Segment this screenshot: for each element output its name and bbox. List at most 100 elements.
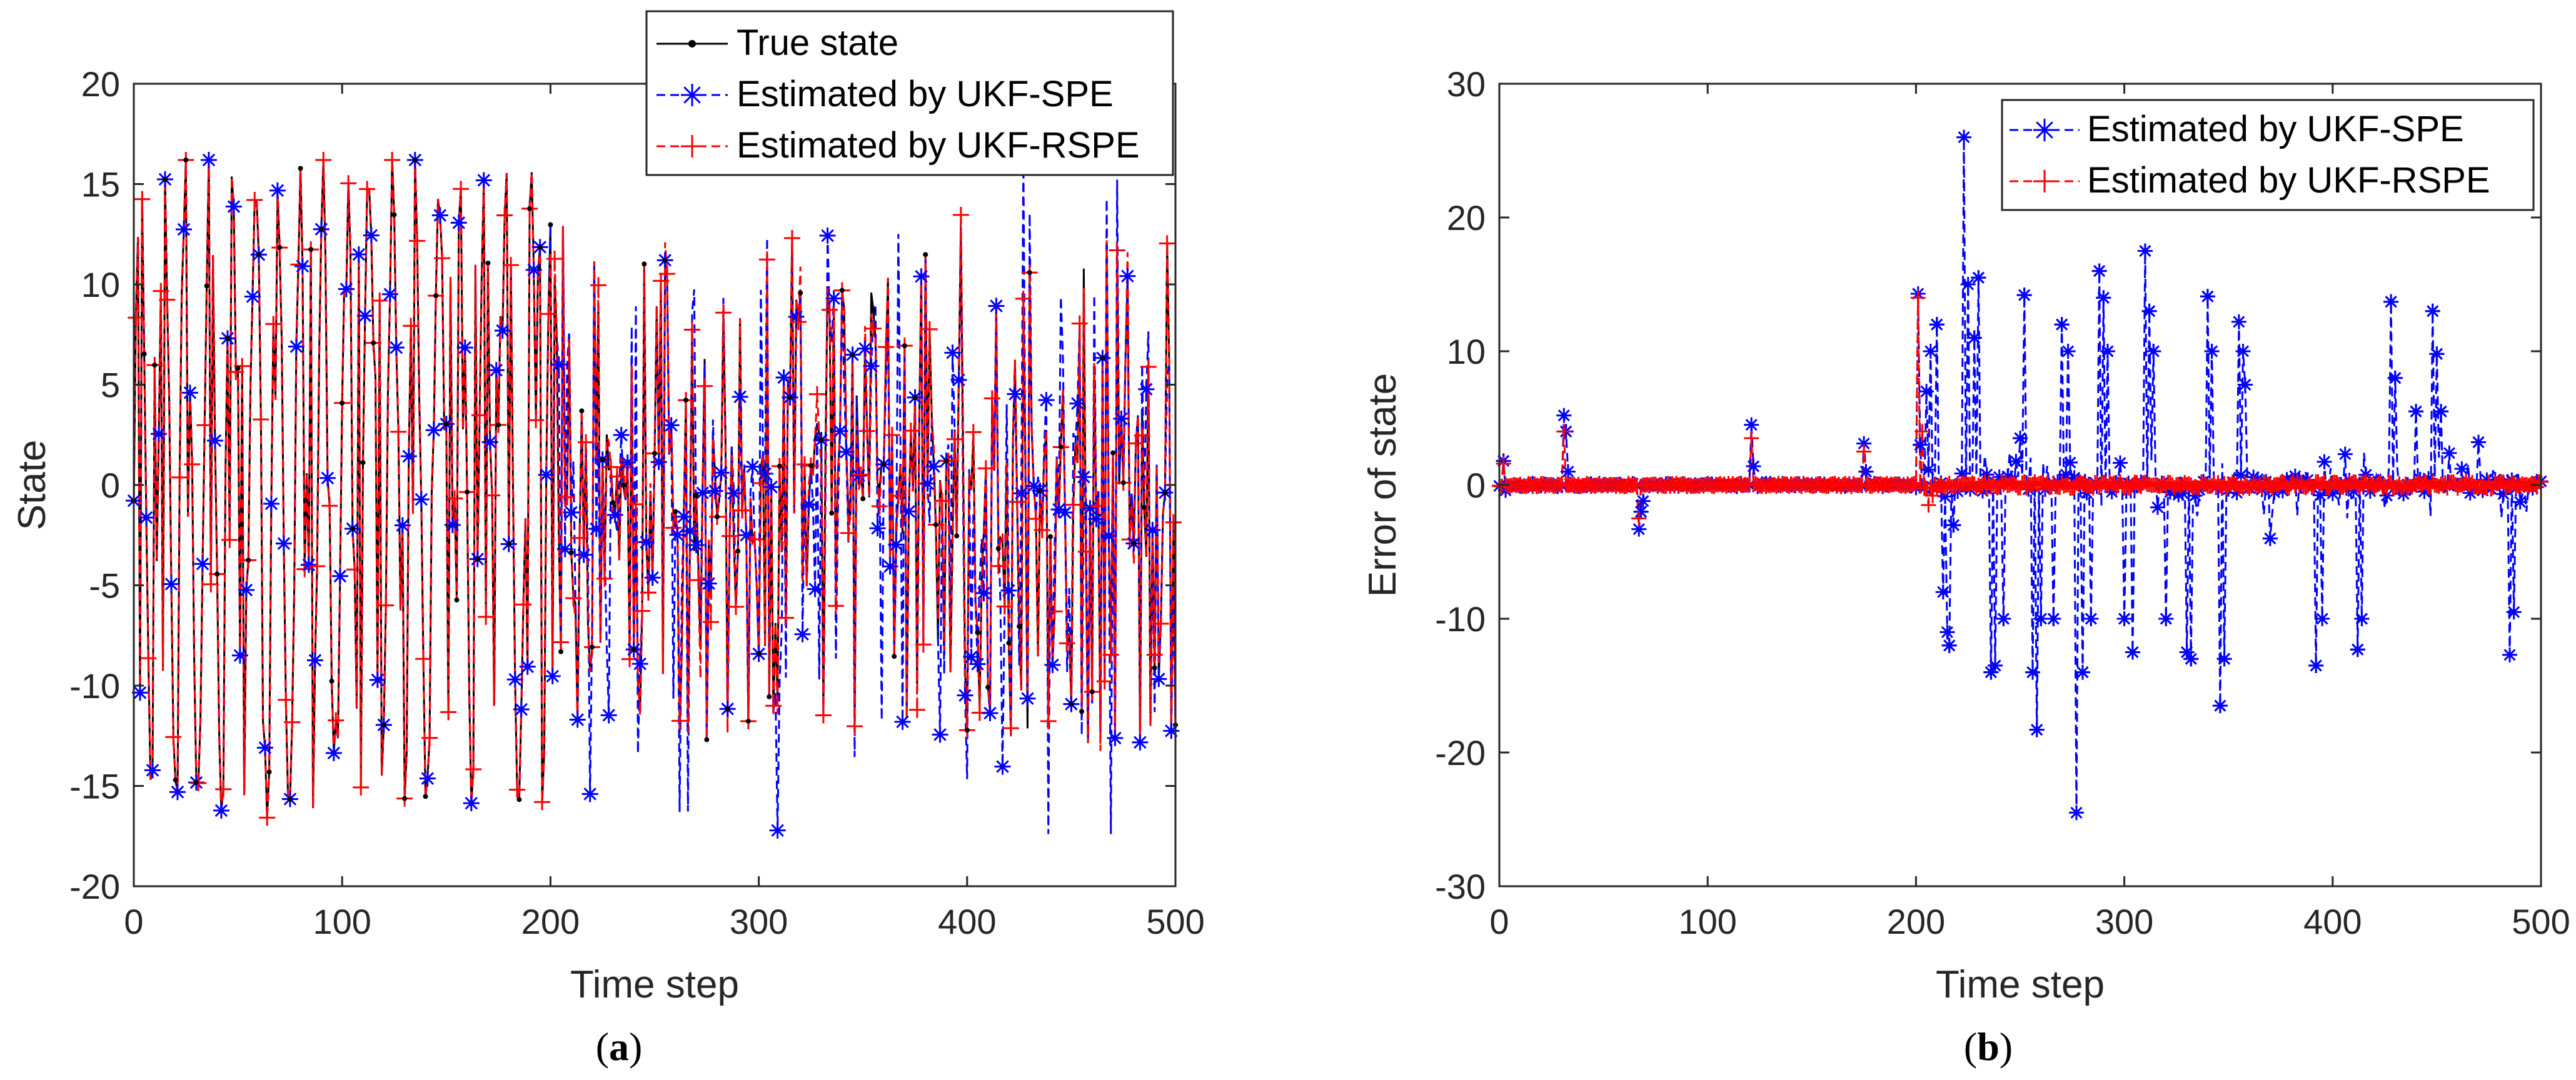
spe-marker-a-stroke: [758, 467, 772, 481]
spe-marker-a-stroke: [696, 486, 709, 499]
rspe-marker-a: [758, 251, 775, 268]
spe-marker-a: [350, 246, 367, 263]
spe-marker-b: [2158, 611, 2174, 626]
spe-marker-b: [2383, 294, 2399, 309]
spe-marker-b-stroke: [2185, 652, 2197, 665]
spe-marker-b-stroke: [2026, 666, 2039, 679]
spe-marker-a-stroke: [646, 571, 659, 584]
true-marker: [693, 492, 699, 498]
spe-marker-b-stroke: [2070, 806, 2083, 819]
spe-marker-a: [256, 739, 273, 756]
true-marker: [912, 394, 918, 400]
spe-marker-a-stroke: [396, 519, 410, 532]
rspe-marker-a: [1034, 522, 1050, 539]
spe-marker-a: [356, 308, 373, 324]
spe-marker-b-stroke: [1931, 318, 1943, 331]
spe-marker-a-stroke: [321, 471, 335, 485]
spe-marker-b-stroke: [2264, 532, 2277, 545]
spe-marker-a: [431, 207, 448, 224]
spe-marker-a: [1113, 410, 1130, 427]
rspe-marker-a: [683, 321, 700, 338]
spe-marker-a: [794, 626, 811, 642]
spe-marker-a-stroke: [214, 804, 228, 818]
rspe-marker-a: [559, 489, 576, 506]
legend-marker-spe-b: [2033, 119, 2056, 141]
spe-marker-a-stroke: [702, 577, 715, 590]
spe-marker-a: [200, 151, 217, 168]
spe-marker-a-stroke: [1140, 382, 1153, 396]
spe-marker-b-stroke: [1859, 466, 1872, 478]
spe-marker-a: [1038, 392, 1055, 409]
spe-marker-b-stroke: [2160, 612, 2172, 625]
spe-marker-a: [1132, 734, 1149, 751]
true-marker: [423, 794, 428, 799]
true-marker: [787, 394, 793, 400]
rspe-marker-a: [871, 498, 888, 515]
spe-marker-b: [2350, 642, 2365, 658]
rspe-marker-a: [665, 519, 682, 536]
spe-marker-a: [513, 701, 530, 718]
true-marker: [204, 283, 209, 289]
rspe-marker-a: [596, 570, 613, 587]
panel-b-ytick-label: 10: [1447, 332, 1486, 371]
spe-marker-a-stroke: [446, 518, 460, 532]
spe-marker-a-stroke: [621, 456, 634, 469]
spe-marker-b-stroke: [1914, 439, 1926, 451]
true-marker: [1131, 541, 1137, 546]
rspe-marker-a: [371, 292, 388, 309]
spe-marker-a: [1019, 690, 1036, 707]
spe-marker-a-stroke: [427, 423, 441, 437]
spe-marker-a-stroke: [852, 469, 865, 482]
rspe-marker-a: [128, 309, 144, 326]
spe-marker-a: [1119, 268, 1136, 284]
y-axis-label-b: Error of state: [1361, 373, 1404, 597]
rspe-marker-a: [808, 386, 825, 402]
panel-b-ytick-label: 20: [1447, 198, 1486, 238]
x-axis-label-a: Time step: [570, 963, 739, 1006]
spe-marker-b: [2308, 658, 2324, 673]
spe-marker-b-stroke: [2010, 455, 2022, 468]
spe-marker-b-stroke: [1858, 438, 1870, 450]
rspe-marker-a: [440, 704, 457, 721]
spe-marker-a-stroke: [896, 715, 909, 729]
rspe-marker-a: [378, 597, 395, 614]
spe-marker-a-stroke: [302, 558, 316, 571]
spe-marker-a: [982, 704, 999, 721]
panel-a: 0 100 200 300 400 500 20 15 10 5 0 -5 -10 -15 -20 Time…: [11, 10, 1205, 1069]
spe-marker-a: [694, 484, 711, 501]
spe-marker-a: [581, 786, 598, 802]
panel-b-xtick-label: 500: [2512, 902, 2570, 941]
spe-marker-a: [950, 371, 967, 388]
spe-marker-b-stroke: [2076, 666, 2089, 679]
rspe-marker-a: [790, 313, 807, 330]
spe-marker-a: [331, 568, 348, 584]
spe-marker-b-stroke: [2430, 348, 2443, 360]
spe-marker-a-stroke: [571, 713, 584, 726]
spe-marker-a: [381, 286, 398, 302]
rspe-marker-b: [1921, 498, 1936, 513]
spe-marker-a: [419, 770, 436, 787]
spe-marker-a-stroke: [1090, 512, 1103, 526]
spe-marker-b: [2315, 611, 2330, 626]
true-marker: [745, 718, 751, 724]
series-group-b: [1492, 129, 2548, 821]
spe-marker-b-stroke: [1637, 495, 1649, 508]
rspe-marker-a: [865, 320, 882, 337]
spe-marker-a-stroke: [633, 657, 647, 671]
spe-marker-a-stroke: [365, 229, 378, 242]
true-marker: [652, 451, 657, 456]
rspe-marker-a: [234, 358, 251, 374]
spe-marker-a-stroke: [202, 153, 216, 167]
true-marker: [943, 458, 949, 464]
rspe-marker-a: [496, 207, 513, 224]
rspe-marker-a: [484, 487, 501, 504]
spe-marker-a-stroke: [996, 760, 1009, 773]
spe-marker-a: [394, 517, 411, 534]
true-marker: [266, 769, 272, 775]
spe-marker-a: [481, 434, 498, 451]
spe-marker-b-stroke: [1635, 506, 1648, 518]
spe-marker-a: [913, 268, 930, 285]
spe-marker-a-stroke: [1009, 388, 1022, 401]
rspe-marker-a: [727, 598, 744, 615]
